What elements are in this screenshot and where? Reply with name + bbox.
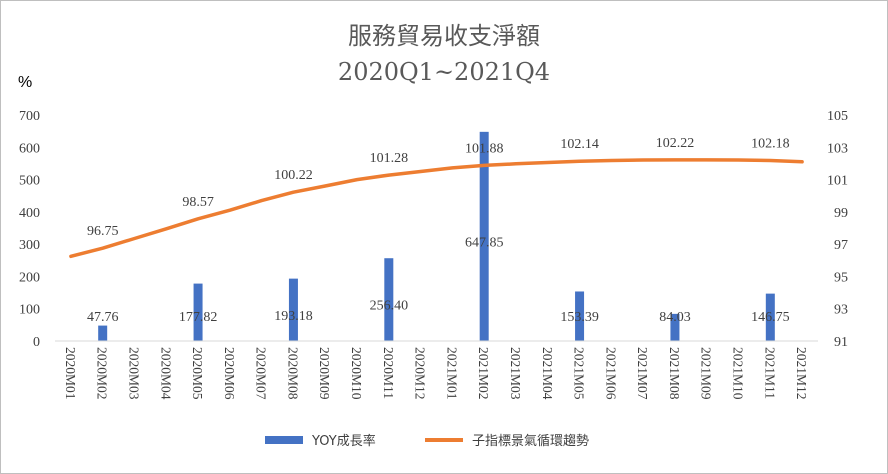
x-tick-label: 2020M03 (126, 347, 141, 400)
right-tick-label: 103 (827, 141, 848, 156)
legend-bar-swatch (265, 436, 303, 444)
x-tick-label: 2021M01 (444, 347, 459, 400)
right-tick-label: 99 (834, 206, 848, 221)
bar-data-label: 153.39 (560, 310, 599, 325)
line-data-label: 100.22 (274, 168, 313, 183)
bar-data-label: 256.40 (370, 299, 409, 314)
left-axis-ticks: 0 100 200 300 400 500 600 700 (19, 109, 40, 350)
x-tick-label: 2020M07 (254, 347, 269, 400)
line-data-label: 101.88 (465, 141, 504, 156)
right-axis-ticks: 91 93 95 97 99 101 103 105 (827, 109, 848, 350)
x-tick-label: 2020M02 (95, 347, 110, 400)
x-tick-label: 2021M05 (572, 347, 587, 400)
legend-line-label: 子指標景氣循環趨勢 (472, 434, 589, 449)
line-layer (69, 158, 804, 259)
x-tick-label: 2020M06 (222, 347, 237, 400)
x-tick-label: 2021M09 (699, 347, 714, 400)
right-tick-label: 91 (834, 335, 848, 350)
x-tick-label: 2021M08 (667, 347, 682, 400)
left-tick-label: 300 (19, 238, 40, 253)
x-tick-label: 2020M08 (285, 347, 300, 400)
left-tick-label: 200 (19, 270, 40, 285)
bar-data-label: 647.85 (465, 235, 504, 250)
left-tick-label: 700 (19, 109, 40, 124)
bar-data-label: 47.76 (87, 310, 119, 325)
left-tick-label: 500 (19, 174, 40, 189)
line-data-label: 102.22 (656, 136, 695, 151)
right-tick-label: 93 (834, 303, 848, 318)
bar-data-label: 193.18 (274, 309, 313, 324)
x-tick-label: 2021M06 (603, 347, 618, 400)
x-tick-label: 2021M10 (731, 347, 746, 400)
bar (575, 291, 585, 341)
line-data-label: 102.18 (751, 137, 790, 152)
bar (670, 313, 680, 341)
bar-data-label: 84.03 (659, 310, 691, 325)
labels-layer: 47.76 177.82 193.18 256.40 647.85 153.39 84.03… (87, 136, 790, 325)
right-tick-label: 101 (827, 174, 848, 189)
bar (288, 278, 298, 341)
x-tick-label: 2021M03 (508, 347, 523, 400)
x-tick-label: 2021M07 (635, 347, 650, 400)
right-tick-label: 97 (834, 238, 848, 253)
left-axis-unit: % (18, 74, 32, 91)
bar (479, 131, 489, 341)
legend-bar-label: YOY成長率 (311, 433, 376, 449)
left-tick-label: 0 (33, 335, 40, 350)
x-tick-label: 2020M05 (190, 347, 205, 400)
left-tick-label: 400 (19, 206, 40, 221)
right-tick-label: 105 (827, 109, 848, 124)
x-tick-label: 2020M01 (63, 347, 78, 400)
line-data-label: 102.14 (560, 137, 599, 152)
line-data-label: 98.57 (182, 195, 214, 210)
bar-data-label: 177.82 (179, 310, 218, 325)
left-tick-label: 100 (19, 303, 40, 318)
bar (98, 325, 108, 341)
legend: YOY成長率 子指標景氣循環趨勢 (265, 433, 589, 449)
bar (765, 293, 775, 341)
x-tick-label: 2020M11 (381, 347, 396, 399)
trend-line (69, 158, 804, 259)
x-tick-label: 2021M12 (794, 347, 809, 400)
left-tick-label: 600 (19, 141, 40, 156)
x-tick-label: 2020M10 (349, 347, 364, 400)
x-tick-label: 2020M12 (413, 347, 428, 400)
x-tick-label: 2020M04 (158, 347, 173, 400)
chart-subtitle: 2020Q1~2021Q4 (338, 58, 550, 86)
line-data-label: 96.75 (87, 224, 119, 239)
bar (193, 283, 203, 341)
x-tick-label: 2020M09 (317, 347, 332, 400)
bar-data-label: 146.75 (751, 310, 790, 325)
line-data-label: 101.28 (370, 151, 409, 166)
x-axis-ticks: 2020M01 2020M02 2020M03 2020M04 2020M05 2020M… (63, 347, 809, 400)
x-tick-label: 2021M11 (762, 347, 777, 399)
x-tick-label: 2021M04 (540, 347, 555, 400)
chart-title: 服務貿易收支淨額 (348, 22, 540, 50)
right-tick-label: 95 (834, 270, 848, 285)
x-tick-label: 2021M02 (476, 347, 491, 400)
bars-layer (98, 131, 775, 341)
bar (384, 258, 394, 341)
